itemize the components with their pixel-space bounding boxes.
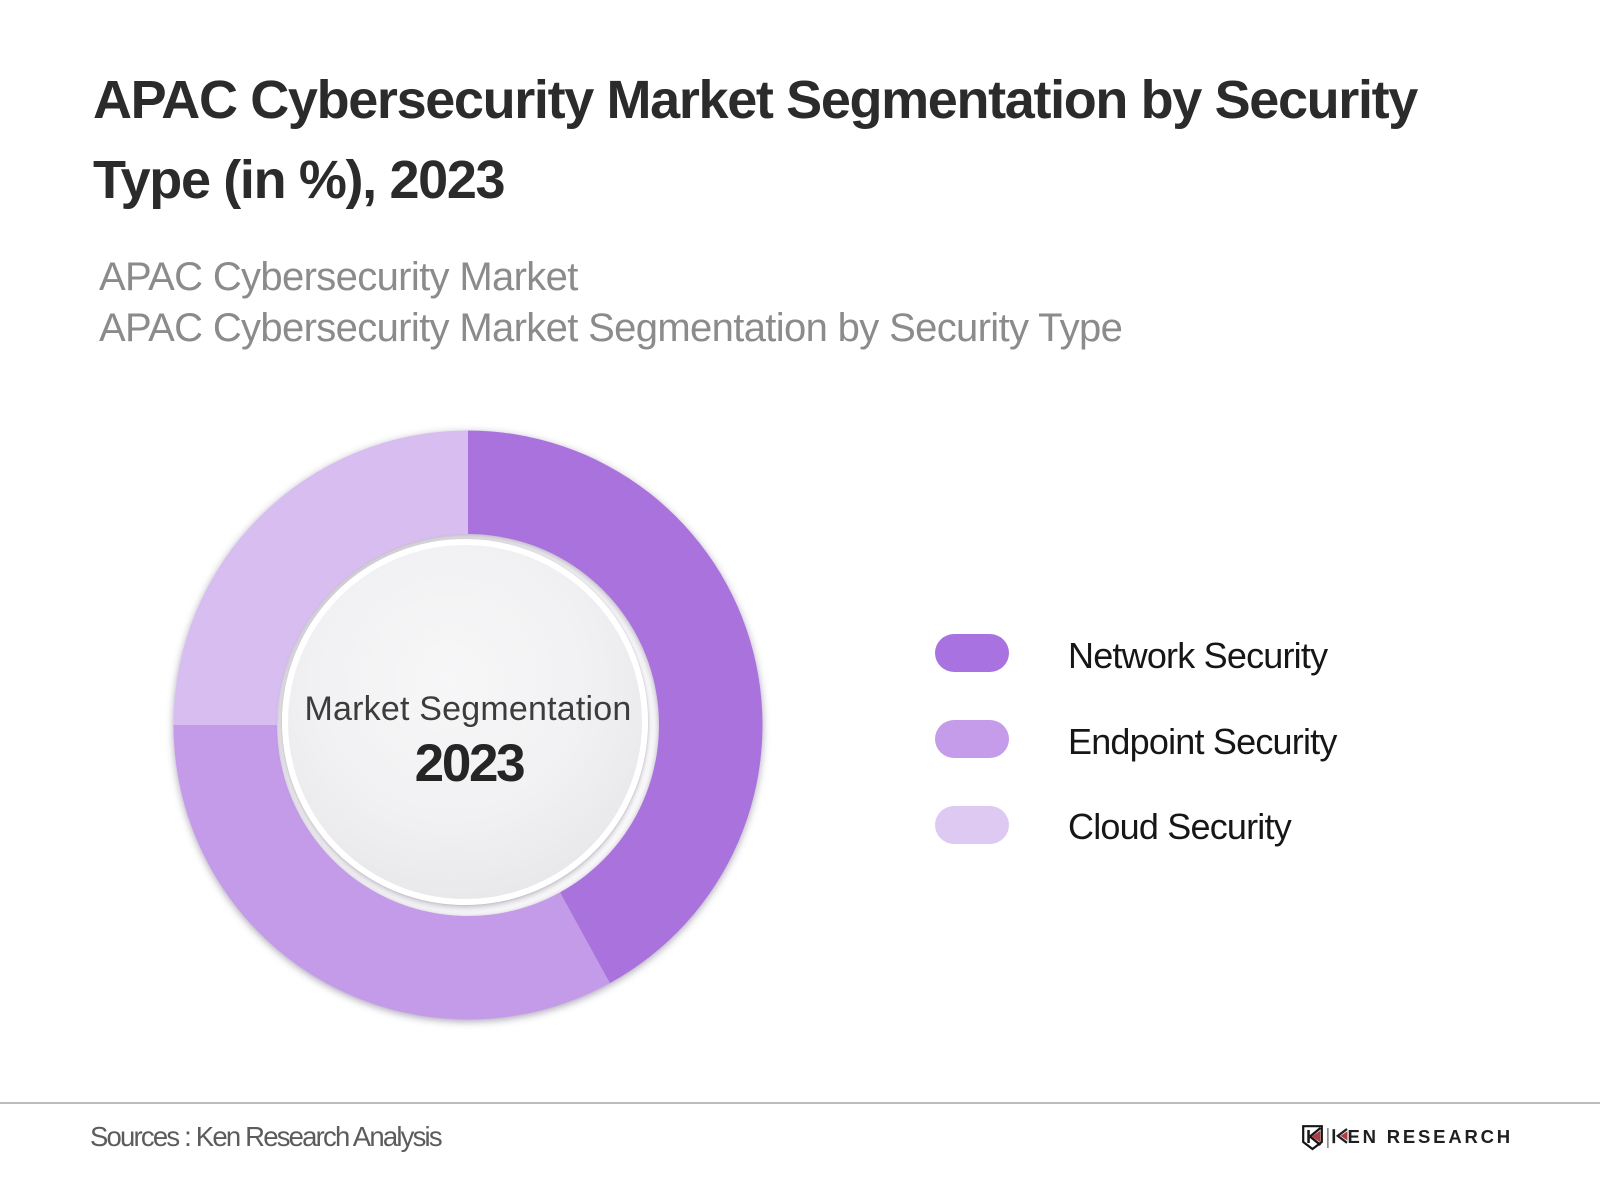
- svg-text:EN RESEARCH: EN RESEARCH: [1348, 1126, 1513, 1147]
